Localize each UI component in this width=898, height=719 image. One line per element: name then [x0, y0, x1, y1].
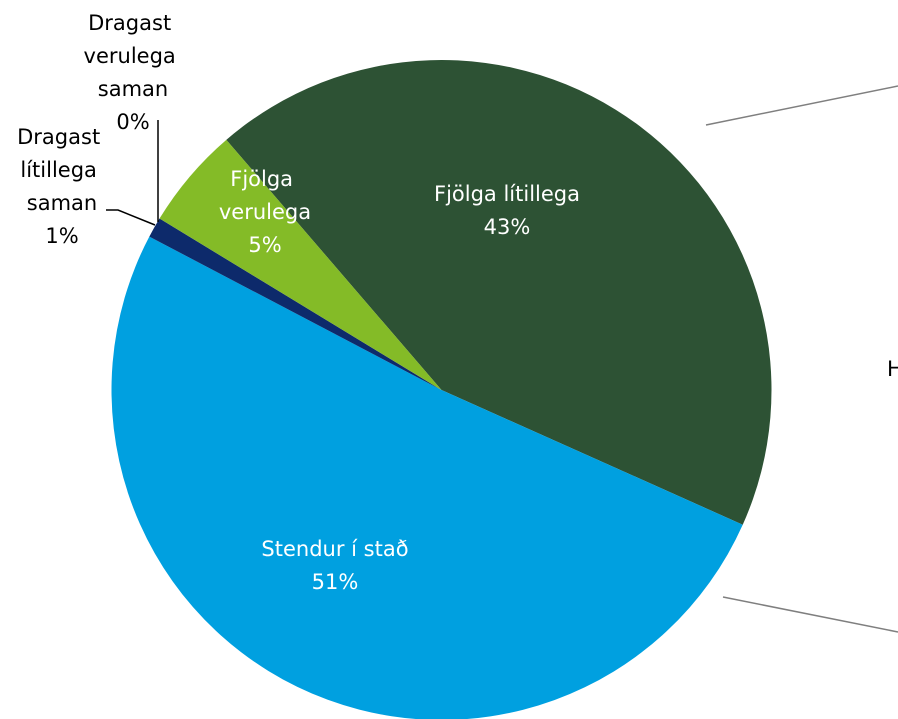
- pie: [111, 60, 772, 719]
- slice-label: Fjölga verulega: [219, 167, 311, 224]
- slice-value-label: 5%: [248, 233, 281, 257]
- pie-slice: [111, 236, 743, 719]
- pie-slice: [159, 139, 442, 390]
- slice-value-label: 0%: [116, 110, 149, 134]
- slice-label: Fjölga lítillega: [434, 182, 580, 206]
- side-text: H: [887, 357, 898, 381]
- connector-line: [722, 596, 898, 633]
- slice-value-label: 1%: [45, 224, 78, 248]
- slice-label: Dragast lítillega saman: [17, 125, 107, 215]
- slice-value-label: 43%: [484, 215, 531, 239]
- slice-value-label: 51%: [312, 570, 359, 594]
- connector-line: [705, 85, 898, 126]
- slice-label: Dragast verulega saman: [84, 11, 183, 101]
- pie-slice: [226, 60, 772, 525]
- leader-line: [106, 209, 156, 226]
- pie-slice: [149, 218, 442, 390]
- slice-label: Stendur í stað: [261, 537, 408, 561]
